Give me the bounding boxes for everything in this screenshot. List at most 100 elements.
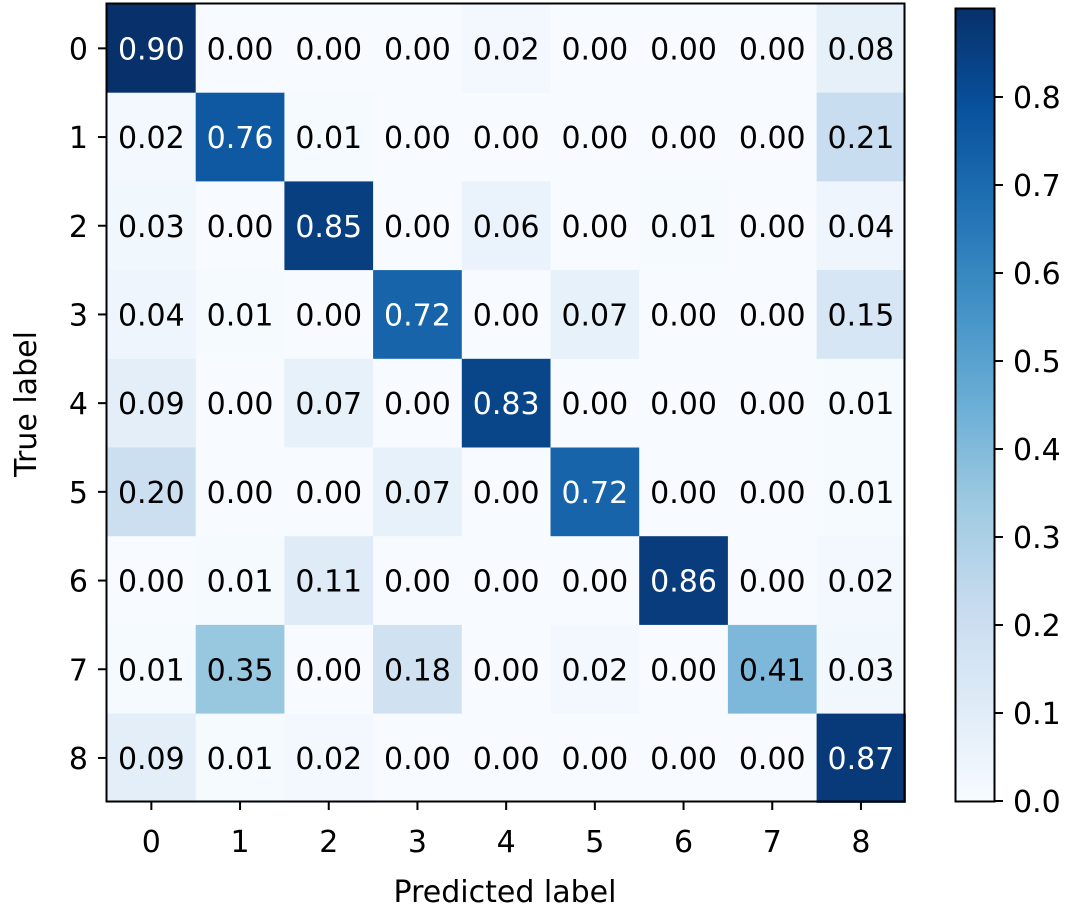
heatmap-cell: [550, 536, 640, 626]
cell-value-label: 0.00: [650, 387, 717, 422]
cell-value-label: 0.00: [295, 653, 362, 688]
heatmap-cell: [373, 624, 463, 715]
heatmap-cell: [639, 447, 729, 537]
heatmap-cell: [373, 270, 463, 360]
heatmap-cell: [550, 624, 640, 715]
heatmap-cell: [816, 4, 906, 94]
heatmap-cell: [107, 92, 197, 182]
heatmap-cell: [461, 92, 552, 182]
cell-value-label: 0.00: [295, 476, 362, 511]
heatmap-cell: [550, 447, 640, 537]
heatmap-cell: [107, 713, 197, 803]
cell-value-label: 0.00: [473, 121, 540, 156]
heatmap-cell: [639, 270, 729, 360]
cell-value-label: 0.00: [561, 387, 628, 422]
heatmap-cell: [639, 92, 729, 182]
cell-value-label: 0.01: [207, 298, 274, 333]
y-tick-label: 0: [69, 32, 88, 67]
heatmap-cell: [639, 181, 729, 271]
heatmap-cell: [639, 536, 729, 626]
cell-value-label: 0.00: [384, 565, 451, 600]
cell-value-label: 0.00: [561, 565, 628, 600]
cell-value-label: 0.01: [207, 565, 274, 600]
cell-value-label: 0.15: [828, 298, 895, 333]
y-tick-label: 4: [69, 387, 88, 422]
x-tick-label: 7: [763, 825, 782, 860]
cell-value-label: 0.18: [384, 653, 451, 688]
colorbar-tick-label: 0.2: [1013, 609, 1061, 644]
x-tick-label: 2: [319, 825, 338, 860]
x-tick-label: 5: [585, 825, 604, 860]
cell-value-label: 0.00: [473, 298, 540, 333]
cell-value-label: 0.09: [118, 387, 185, 422]
y-tick-label: 7: [69, 653, 88, 688]
plot-frame: [105, 2, 906, 803]
cell-value-label: 0.00: [650, 121, 717, 156]
cell-value-label: 0.04: [828, 210, 895, 245]
heatmap-cell: [107, 270, 197, 360]
colorbar-tick-label: 0.5: [1013, 345, 1061, 380]
colorbar-ticks: 0.0 0.1 0.2 0.3 0.4 0.5 0.6 0.7 0.8: [995, 81, 1061, 820]
cell-value-label: 0.21: [828, 121, 895, 156]
heatmap-cell: [550, 270, 640, 360]
heatmap-cell: [107, 4, 197, 94]
heatmap-cell: [284, 4, 374, 94]
y-tick-label: 5: [69, 476, 88, 511]
heatmap-cell: [727, 270, 818, 360]
cell-value-label: 0.00: [739, 210, 806, 245]
x-tick-label: 8: [851, 825, 870, 860]
heatmap-cell: [373, 536, 463, 626]
cell-value-label: 0.07: [295, 387, 362, 422]
heatmap-cell: [639, 624, 729, 715]
heatmap-cell: [195, 536, 285, 626]
x-tick-label: 1: [231, 825, 250, 860]
y-tick-label: 2: [69, 210, 88, 245]
colorbar-tick-label: 0.6: [1013, 257, 1061, 292]
heatmap-cell: [461, 181, 552, 271]
cell-value-label: 0.02: [561, 653, 628, 688]
heatmap-cell: [461, 4, 552, 94]
heatmap-cell: [461, 270, 552, 360]
cell-value-label: 0.00: [207, 387, 274, 422]
cell-value-label: 0.00: [561, 742, 628, 777]
cell-value-label: 0.03: [118, 210, 185, 245]
colorbar-tick-label: 0.1: [1013, 697, 1061, 732]
heatmap-cell: [284, 713, 374, 803]
heatmap-cell: [727, 447, 818, 537]
heatmap-cell: [107, 624, 197, 715]
heatmap-cell: [195, 4, 285, 94]
cell-value-label: 0.00: [739, 565, 806, 600]
y-axis-ticks: 0 1 2 3 4 5 6 7 8: [69, 32, 106, 777]
heatmap-cell: [195, 624, 285, 715]
x-tick-label: 0: [142, 825, 161, 860]
heatmap-cell: [461, 713, 552, 803]
y-tick-label: 6: [69, 565, 88, 600]
heatmap-cell: [373, 447, 463, 537]
heatmap-cell: [816, 181, 906, 271]
cell-value-label: 0.00: [384, 387, 451, 422]
heatmap-cell: [284, 447, 374, 537]
x-axis-ticks: 0 1 2 3 4 5 6 7 8: [142, 802, 870, 860]
heatmap-cell: [639, 4, 729, 94]
heatmap-cell: [816, 624, 906, 715]
cell-value-label: 0.01: [207, 742, 274, 777]
cell-value-label: 0.00: [650, 742, 717, 777]
heatmap-cell: [550, 92, 640, 182]
heatmap-cell: [107, 181, 197, 271]
cell-value-label: 0.08: [828, 32, 895, 67]
cell-value-label: 0.35: [207, 653, 274, 688]
heatmap-cell: [284, 536, 374, 626]
heatmap-cell: [461, 624, 552, 715]
heatmap-cell: [195, 92, 285, 182]
heatmap-cell: [195, 181, 285, 271]
cell-value-label: 0.02: [295, 742, 362, 777]
cell-value-label: 0.90: [118, 32, 185, 67]
cell-value-label: 0.00: [650, 653, 717, 688]
cell-value-label: 0.00: [739, 387, 806, 422]
heatmap-cell: [550, 181, 640, 271]
y-tick-label: 1: [69, 121, 88, 156]
heatmap-cell: [284, 358, 374, 449]
heatmap-cell: [727, 713, 818, 803]
cell-value-label: 0.00: [739, 742, 806, 777]
